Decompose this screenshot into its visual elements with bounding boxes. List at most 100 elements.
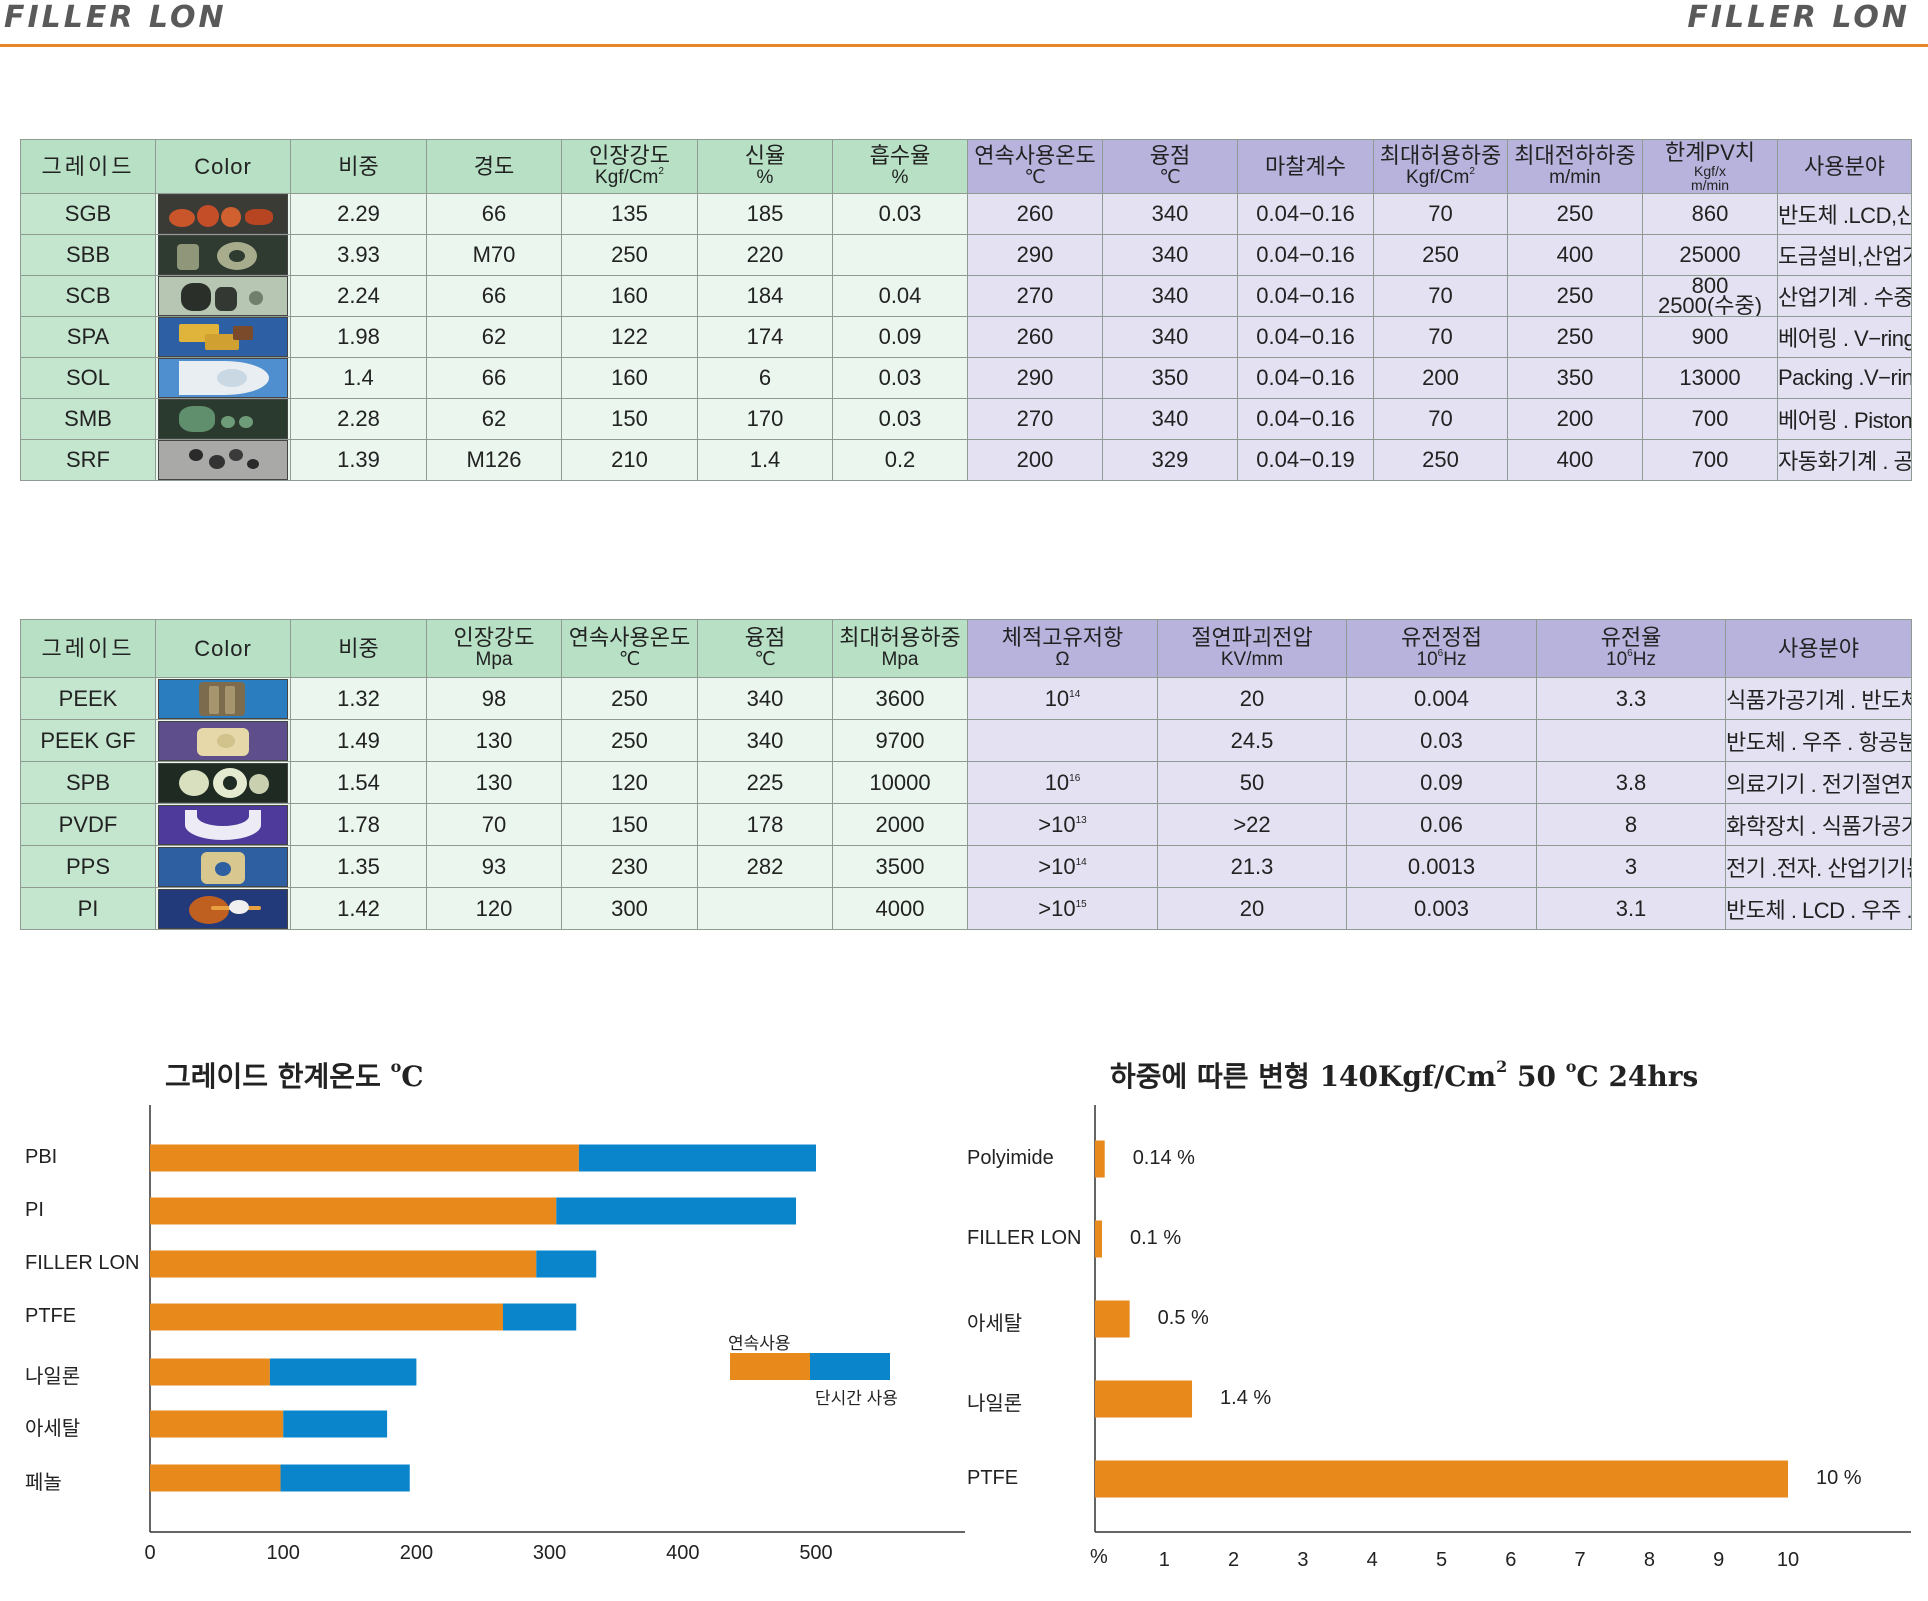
product-photo bbox=[158, 804, 288, 845]
header-continuous-temp: 연속사용온도 ℃ bbox=[967, 139, 1103, 194]
cell-usage: 산업기계 . 수중베어링 bbox=[1777, 275, 1912, 317]
cell-continuous-temp: 270 bbox=[967, 275, 1103, 317]
x-tick-label: 3 bbox=[1297, 1549, 1309, 1571]
table-row: PVDF 1.78 70 150 178 2000 >1013 >22 0.06 8 화학장치 . … bbox=[20, 803, 1912, 846]
bar-continuous bbox=[150, 1197, 557, 1225]
cell-color bbox=[155, 439, 291, 481]
bar-deformation bbox=[1095, 1300, 1130, 1338]
table-row: SPA 1.98 62 122 174 0.09 260 340 0.04−0.16 70 250 9… bbox=[20, 316, 1912, 358]
cell-melting-point: 340 bbox=[1102, 275, 1238, 317]
cell-elongation: 220 bbox=[697, 234, 833, 276]
cell-usage: 자동화기계 . 공작기계 bbox=[1777, 439, 1912, 481]
cell-dissipation-factor: 0.004 bbox=[1346, 677, 1537, 720]
cell-density: 1.42 bbox=[290, 887, 427, 930]
cell-color bbox=[155, 761, 291, 804]
cell-tensile: 130 bbox=[426, 719, 562, 762]
category-label: FILLER LON bbox=[25, 1252, 140, 1274]
table-row: PEEK GF 1.49 130 250 340 9700 24.5 0.03 반도체 . 우주… bbox=[20, 719, 1912, 762]
header-usage: 사용분야 bbox=[1725, 619, 1912, 678]
cell-continuous-temp: 260 bbox=[967, 193, 1103, 235]
cell-max-load: 250 bbox=[1373, 234, 1508, 276]
cell-grade: PVDF bbox=[20, 803, 156, 846]
cell-elongation: 184 bbox=[697, 275, 833, 317]
brand-logo-right: FILLER LON bbox=[1687, 0, 1910, 35]
cell-breakdown-voltage: 24.5 bbox=[1157, 719, 1347, 762]
cell-color bbox=[155, 719, 291, 762]
cell-elongation: 1.4 bbox=[697, 439, 833, 481]
bar-deformation bbox=[1095, 1220, 1102, 1258]
value-label: 0.14 % bbox=[1132, 1147, 1195, 1169]
x-tick-label: 7 bbox=[1574, 1549, 1586, 1571]
cell-absorption: 0.03 bbox=[832, 398, 968, 440]
cell-density: 2.28 bbox=[290, 398, 427, 440]
product-photo bbox=[158, 762, 288, 803]
bar-deformation bbox=[1095, 1460, 1788, 1498]
cell-max-speed: 250 bbox=[1507, 316, 1643, 358]
x-tick-label: 300 bbox=[532, 1542, 567, 1564]
value-label: 10 % bbox=[1816, 1467, 1862, 1489]
header-density: 비중 bbox=[290, 139, 427, 194]
cell-usage: 전기 .전자. 산업기기분야 bbox=[1725, 845, 1912, 888]
category-label: 페놀 bbox=[25, 1472, 62, 1494]
cell-permittivity: 3.1 bbox=[1536, 887, 1726, 930]
cell-friction: 0.04−0.16 bbox=[1237, 316, 1374, 358]
header-permittivity: 유전율 106Hz bbox=[1536, 619, 1726, 678]
header-color: Color bbox=[155, 619, 291, 678]
x-tick-label: 10 bbox=[1776, 1549, 1800, 1571]
chart2-title: 하중에 따른 변형 140Kgf/Cm2 50 oC 24hrs bbox=[1110, 1057, 1699, 1094]
table-row: SMB 2.28 62 150 170 0.03 270 340 0.04−0.16 70 200 7… bbox=[20, 398, 1912, 440]
cell-tensile: 120 bbox=[426, 887, 562, 930]
header-color: Color bbox=[155, 139, 291, 194]
cell-color bbox=[155, 845, 291, 888]
cell-absorption: 0.04 bbox=[832, 275, 968, 317]
cell-density: 1.98 bbox=[290, 316, 427, 358]
cell-melting-point: 329 bbox=[1102, 439, 1238, 481]
x-tick-label: 2 bbox=[1228, 1549, 1240, 1571]
cell-density: 1.4 bbox=[290, 357, 427, 399]
cell-max-speed: 200 bbox=[1507, 398, 1643, 440]
cell-melting-point: 340 bbox=[697, 719, 833, 762]
cell-max-load: 70 bbox=[1373, 316, 1508, 358]
cell-continuous-temp: 150 bbox=[561, 803, 698, 846]
cell-tensile: 210 bbox=[561, 439, 698, 481]
bar-short-term bbox=[536, 1250, 597, 1278]
x-tick-label: 0 bbox=[144, 1542, 156, 1564]
cell-tensile: 70 bbox=[426, 803, 562, 846]
value-label: 0.1 % bbox=[1130, 1227, 1182, 1249]
cell-density: 3.93 bbox=[290, 234, 427, 276]
cell-melting-point bbox=[697, 887, 833, 930]
cell-grade: PEEK GF bbox=[20, 719, 156, 762]
cell-continuous-temp: 290 bbox=[967, 357, 1103, 399]
cell-elongation: 6 bbox=[697, 357, 833, 399]
cell-breakdown-voltage: 50 bbox=[1157, 761, 1347, 804]
bar-deformation bbox=[1095, 1140, 1105, 1178]
cell-density: 1.35 bbox=[290, 845, 427, 888]
x-tick-label: 6 bbox=[1505, 1549, 1517, 1571]
brand-logo-left: FILLER LON bbox=[4, 0, 227, 35]
table-row: SCB 2.24 66 160 184 0.04 270 340 0.04−0.16 70 250 8… bbox=[20, 275, 1912, 317]
header-grade: 그레이드 bbox=[20, 139, 156, 194]
cell-melting-point: 340 bbox=[1102, 234, 1238, 276]
x-tick-label: 9 bbox=[1713, 1549, 1725, 1571]
bar-continuous bbox=[150, 1358, 270, 1386]
cell-max-speed: 350 bbox=[1507, 357, 1643, 399]
table-row: PI 1.42 120 300 4000 >1015 20 0.003 3.1 반도체 . LCD… bbox=[20, 887, 1912, 930]
cell-tensile: 150 bbox=[561, 398, 698, 440]
cell-usage: 베어링 . V−ring bbox=[1777, 316, 1912, 358]
cell-grade: PEEK bbox=[20, 677, 156, 720]
cell-max-speed: 250 bbox=[1507, 193, 1643, 235]
cell-grade: SPA bbox=[20, 316, 156, 358]
table-row: SPB 1.54 130 120 225 10000 1016 50 0.09 3.8 의료기기 .… bbox=[20, 761, 1912, 804]
cell-absorption: 0.03 bbox=[832, 357, 968, 399]
bar-continuous bbox=[150, 1303, 503, 1331]
cell-max-speed: 400 bbox=[1507, 234, 1643, 276]
cell-max-load: 70 bbox=[1373, 275, 1508, 317]
cell-color bbox=[155, 193, 291, 235]
product-photo bbox=[158, 678, 288, 719]
cell-pv: 25000 bbox=[1642, 234, 1778, 276]
cell-absorption bbox=[832, 234, 968, 276]
product-photo bbox=[158, 235, 288, 275]
cell-usage: 화학장치 . 식품가공기계 bbox=[1725, 803, 1912, 846]
cell-volume-resistivity: >1013 bbox=[967, 803, 1158, 846]
product-photo bbox=[158, 399, 288, 439]
